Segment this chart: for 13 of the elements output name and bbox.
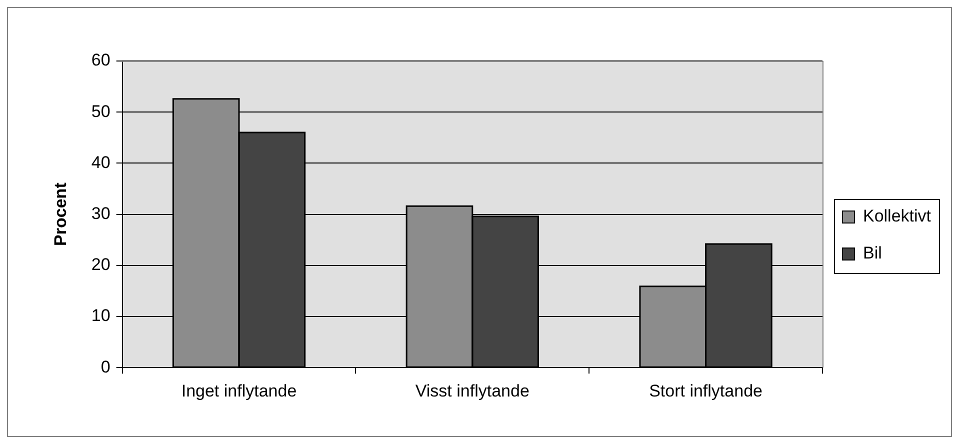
y-tick-label: 40 [91,152,110,172]
x-tick-label: Visst inflytande [415,381,530,400]
x-tick-label: Stort inflytande [649,381,762,400]
y-tick-label: 60 [91,50,110,70]
legend-label: Bil [862,244,882,263]
y-tick-label: 10 [91,306,110,326]
y-tick-label: 50 [91,102,110,121]
legend-label: Kollektivt [862,206,932,226]
x-tick-label: Inget inflytande [181,381,297,400]
y-axis-title: Procent [50,182,70,246]
y-tick-label: 30 [91,204,110,223]
y-tick-label: 0 [100,357,110,376]
y-tick-label: 20 [91,255,110,274]
